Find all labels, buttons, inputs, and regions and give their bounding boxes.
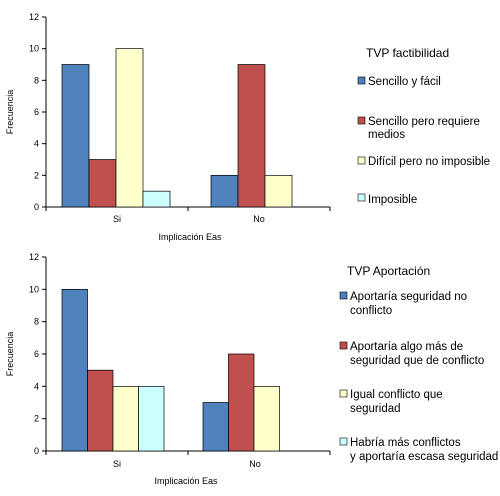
chart-1-y-tick-label: 10 (29, 44, 39, 54)
chart-2-y-tick-label: 12 (29, 252, 39, 262)
chart-2-category-label: Si (113, 459, 121, 469)
chart-2-bar (253, 385, 280, 452)
chart-2-legend-label: Igual conflicto que seguridad (350, 389, 446, 415)
chart-1-legend-swatch (357, 76, 366, 85)
chart-2-bar (61, 288, 88, 452)
chart-2-bar (112, 385, 139, 452)
chart-1-ylabel: Frecuencia (5, 90, 15, 135)
chart-1-y-tick-label: 12 (29, 12, 39, 22)
chart-1-legend-label: Difícil pero no imposible (368, 156, 490, 168)
chart-1: Frecuencia 0 2 4 6 8 10 12 Si No Implicación E… (5, 12, 490, 242)
chart-1-legend-label: Sencillo y fácil (368, 76, 441, 88)
chart-1-bar (61, 64, 90, 208)
chart-1-y-tick-label: 4 (34, 139, 39, 149)
chart-1-y-tick-label: 2 (34, 170, 39, 180)
chart-2-legend-label-line-1: Aportaría seguridad no (350, 291, 467, 303)
chart-1-bar (210, 174, 239, 208)
chart-2-y-tick-label: 6 (34, 349, 39, 359)
chart-1-legend-label: Sencillo pero requiere medios (368, 116, 483, 141)
chart-2-legend-label: Aportaría seguridad no conflicto (350, 291, 470, 317)
chart-2-legend-label-line-1: Aportaría algo más de (350, 341, 463, 353)
chart-2-xlabel: Implicación Eas (154, 476, 218, 486)
chart-2-bar (87, 369, 114, 452)
chart-2-ylabel: Frecuencia (5, 332, 15, 377)
chart-2-legend-label-line-1: Habría más conflictos (350, 437, 461, 449)
chart-1-y-tick-label: 8 (34, 75, 39, 85)
chart-2-legend-title: TVP Aportación (347, 264, 430, 278)
chart-1-y-tick-label: 0 (34, 202, 39, 212)
chart-1-y-tick-label: 6 (34, 107, 39, 117)
chart-2-y-tick-label: 2 (34, 414, 39, 424)
chart-2-bar (228, 353, 255, 452)
chart-1-legend-label: Imposible (368, 194, 417, 206)
chart-1-legend-swatch (357, 116, 366, 125)
chart-1-legend-swatch (357, 156, 366, 165)
chart-2-category-label: No (249, 459, 261, 469)
chart-1-legend-label-line-1: Sencillo pero requiere (368, 116, 480, 128)
chart-2-legend-swatch (339, 291, 348, 300)
chart-2-legend-label-line-2: seguridad (350, 403, 401, 415)
chart-1-bar (88, 159, 117, 208)
chart-1-legend-title: TVP factibilidad (366, 46, 449, 60)
chart-2-y-tick-label: 8 (34, 317, 39, 327)
chart-2-legend-label-line-2: seguridad que de conflicto (350, 355, 484, 367)
chart-1-legend-swatch (357, 193, 366, 202)
chart-2-legend-label-line-2: y aportaría escasa seguridad (350, 451, 498, 463)
chart-2: Frecuencia 0 2 4 6 8 10 12 Si No Implicación E… (5, 252, 498, 486)
chart-2-y-tick-label: 10 (29, 284, 39, 294)
chart-2-legend: TVP Aportación Aportaría seguridad no co… (339, 264, 498, 463)
chart-1-bar (264, 174, 293, 208)
chart-2-legend-label-line-1: Igual conflicto que (350, 389, 443, 401)
chart-2-legend-swatch (339, 341, 348, 350)
chart-1-legend: TVP factibilidad Sencillo y fácil Sencil… (357, 46, 490, 206)
chart-2-legend-swatch (339, 437, 348, 446)
chart-2-y-tick-label: 4 (34, 381, 39, 391)
chart-1-bar (237, 64, 266, 208)
chart-2-bar (138, 385, 165, 452)
chart-1-category-label: Si (113, 214, 121, 224)
chart-2-legend-swatch (339, 389, 348, 398)
chart-2-legend-label-line-2: conflicto (350, 305, 392, 317)
chart-1-legend-label-line-2: medios (368, 129, 405, 141)
chart-1-bar (115, 48, 144, 208)
chart-1-category-label: No (253, 214, 265, 224)
chart-2-y-tick-label: 0 (34, 446, 39, 456)
chart-2-legend-label: Habría más conflictos y aportaría escasa… (350, 437, 498, 463)
chart-2-legend-label: Aportaría algo más de seguridad que de c… (350, 341, 484, 367)
chart-1-bar (142, 190, 171, 208)
chart-2-bar (202, 402, 229, 452)
chart-1-xlabel: Implicación Eas (158, 232, 222, 242)
